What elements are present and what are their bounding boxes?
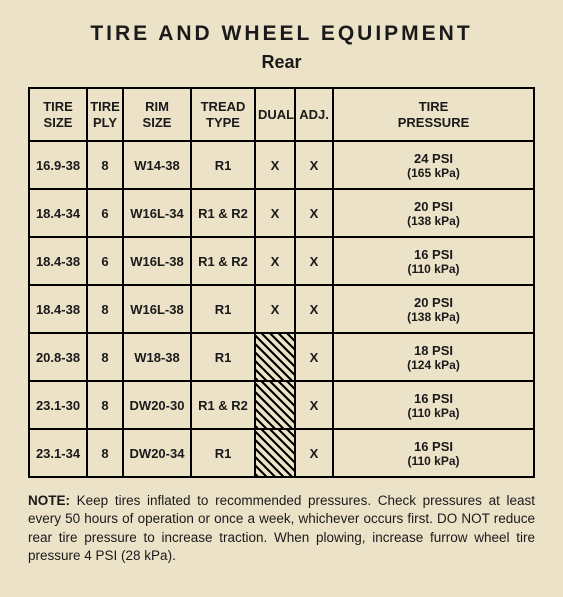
tread-type-cell: R1	[191, 429, 255, 477]
table-row: 18.4-346W16L-34R1 & R2XX20 PSI(138 kPa)	[29, 189, 534, 237]
tread-type-cell: R1 & R2	[191, 237, 255, 285]
table-row: 20.8-388W18-38R1X18 PSI(124 kPa)	[29, 333, 534, 381]
tire-pressure-cell: 24 PSI(165 kPa)	[333, 141, 534, 189]
tire-ply-cell: 8	[87, 141, 123, 189]
pressure-kpa: (110 kPa)	[336, 406, 531, 420]
tread-type-cell: R1	[191, 285, 255, 333]
tire-size-cell: 18.4-38	[29, 285, 87, 333]
pressure-kpa: (110 kPa)	[336, 454, 531, 468]
header-tire-ply: TIREPLY	[87, 88, 123, 141]
header-tire-size: TIRESIZE	[29, 88, 87, 141]
tire-table: TIRESIZE TIREPLY RIMSIZE TREADTYPE DUAL …	[28, 87, 535, 478]
header-adj: ADJ.	[295, 88, 333, 141]
tire-pressure-cell: 18 PSI(124 kPa)	[333, 333, 534, 381]
rim-size-cell: DW20-30	[123, 381, 191, 429]
pressure-kpa: (110 kPa)	[336, 262, 531, 276]
header-rim-size: RIMSIZE	[123, 88, 191, 141]
tire-ply-cell: 6	[87, 189, 123, 237]
page-title: TIRE AND WHEEL EQUIPMENT	[28, 22, 535, 46]
rim-size-cell: W16L-38	[123, 285, 191, 333]
adj-cell: X	[295, 285, 333, 333]
pressure-kpa: (138 kPa)	[336, 214, 531, 228]
rim-size-cell: W18-38	[123, 333, 191, 381]
tire-pressure-cell: 20 PSI(138 kPa)	[333, 189, 534, 237]
dual-cell	[255, 333, 295, 381]
tire-size-cell: 16.9-38	[29, 141, 87, 189]
tire-size-cell: 18.4-38	[29, 237, 87, 285]
tire-pressure-cell: 16 PSI(110 kPa)	[333, 381, 534, 429]
note-text: Keep tires inflated to recommended press…	[28, 493, 535, 563]
tire-pressure-cell: 16 PSI(110 kPa)	[333, 237, 534, 285]
tire-ply-cell: 8	[87, 381, 123, 429]
dual-cell: X	[255, 141, 295, 189]
pressure-psi: 16 PSI	[414, 439, 453, 454]
header-dual: DUAL	[255, 88, 295, 141]
rim-size-cell: W16L-38	[123, 237, 191, 285]
tire-ply-cell: 8	[87, 429, 123, 477]
rim-size-cell: DW20-34	[123, 429, 191, 477]
adj-cell: X	[295, 237, 333, 285]
adj-cell: X	[295, 189, 333, 237]
rim-size-cell: W14-38	[123, 141, 191, 189]
pressure-psi: 20 PSI	[414, 199, 453, 214]
pressure-kpa: (165 kPa)	[336, 166, 531, 180]
pressure-kpa: (124 kPa)	[336, 358, 531, 372]
tread-type-cell: R1	[191, 333, 255, 381]
dual-cell	[255, 429, 295, 477]
pressure-psi: 18 PSI	[414, 343, 453, 358]
tire-ply-cell: 8	[87, 285, 123, 333]
table-row: 23.1-348DW20-34R1X16 PSI(110 kPa)	[29, 429, 534, 477]
adj-cell: X	[295, 141, 333, 189]
dual-cell: X	[255, 285, 295, 333]
pressure-psi: 24 PSI	[414, 151, 453, 166]
page-subtitle: Rear	[28, 52, 535, 73]
tire-pressure-cell: 16 PSI(110 kPa)	[333, 429, 534, 477]
tire-size-cell: 18.4-34	[29, 189, 87, 237]
table-row: 18.4-386W16L-38R1 & R2XX16 PSI(110 kPa)	[29, 237, 534, 285]
rim-size-cell: W16L-34	[123, 189, 191, 237]
tire-ply-cell: 8	[87, 333, 123, 381]
pressure-psi: 16 PSI	[414, 247, 453, 262]
tire-ply-cell: 6	[87, 237, 123, 285]
note-label: NOTE:	[28, 493, 70, 508]
tread-type-cell: R1 & R2	[191, 189, 255, 237]
pressure-psi: 20 PSI	[414, 295, 453, 310]
note-paragraph: NOTE: Keep tires inflated to recommended…	[28, 492, 535, 565]
table-row: 23.1-308DW20-30R1 & R2X16 PSI(110 kPa)	[29, 381, 534, 429]
adj-cell: X	[295, 333, 333, 381]
table-header-row: TIRESIZE TIREPLY RIMSIZE TREADTYPE DUAL …	[29, 88, 534, 141]
adj-cell: X	[295, 429, 333, 477]
table-row: 18.4-388W16L-38R1XX20 PSI(138 kPa)	[29, 285, 534, 333]
tire-size-cell: 23.1-34	[29, 429, 87, 477]
table-row: 16.9-388W14-38R1XX24 PSI(165 kPa)	[29, 141, 534, 189]
tire-size-cell: 23.1-30	[29, 381, 87, 429]
header-tread-type: TREADTYPE	[191, 88, 255, 141]
tire-size-cell: 20.8-38	[29, 333, 87, 381]
tire-pressure-cell: 20 PSI(138 kPa)	[333, 285, 534, 333]
pressure-psi: 16 PSI	[414, 391, 453, 406]
dual-cell	[255, 381, 295, 429]
tread-type-cell: R1 & R2	[191, 381, 255, 429]
tread-type-cell: R1	[191, 141, 255, 189]
dual-cell: X	[255, 189, 295, 237]
adj-cell: X	[295, 381, 333, 429]
dual-cell: X	[255, 237, 295, 285]
header-tire-pressure: TIREPRESSURE	[333, 88, 534, 141]
pressure-kpa: (138 kPa)	[336, 310, 531, 324]
